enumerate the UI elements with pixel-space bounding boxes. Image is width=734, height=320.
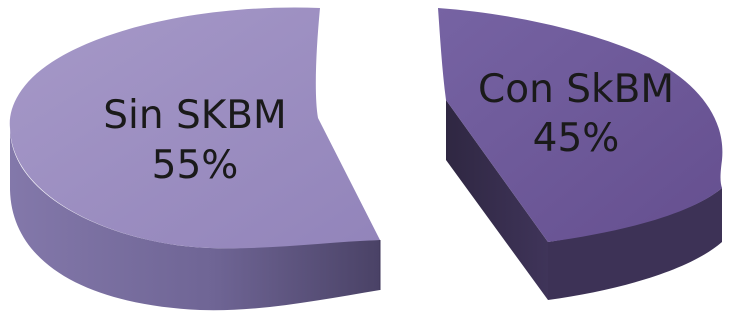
slice-rim-con-skbm (548, 188, 722, 300)
slice-side-con-skbm (446, 100, 548, 300)
slice-label-sin-skbm: Sin SKBM (103, 93, 286, 138)
pie-slice-sin-skbm: Sin SKBM 55% (9, 7, 381, 311)
slice-side-sin-skbm (10, 128, 380, 311)
slice-top-sin-skbm (9, 7, 381, 249)
pie-slice-con-skbm: Con SkBM 45% (438, 8, 723, 300)
slice-top-con-skbm (438, 8, 723, 242)
slice-label-con-skbm: Con SkBM (478, 67, 674, 112)
slice-value-con-skbm: 45% (533, 116, 620, 161)
slice-value-sin-skbm: 55% (152, 143, 239, 188)
